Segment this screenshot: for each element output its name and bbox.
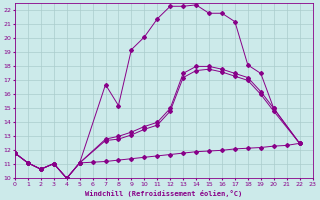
X-axis label: Windchill (Refroidissement éolien,°C): Windchill (Refroidissement éolien,°C) (85, 190, 242, 197)
